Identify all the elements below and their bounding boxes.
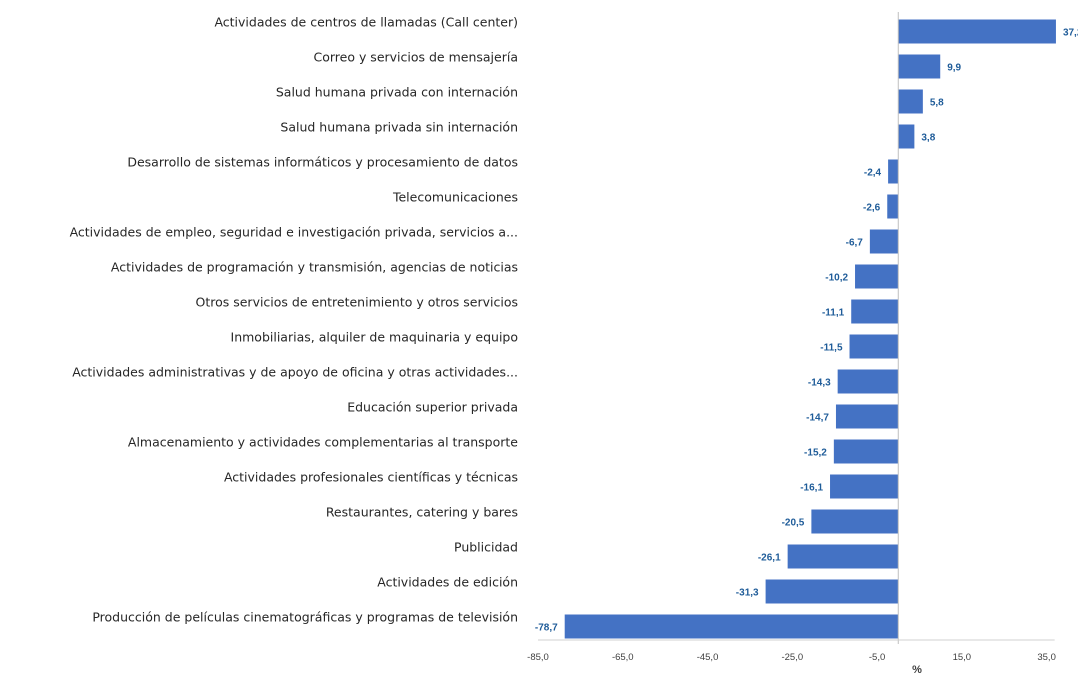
category-label: Salud humana privada con internación [276,85,518,100]
category-label: Actividades profesionales científicas y … [224,470,518,485]
category-label: Actividades de programación y transmisió… [111,260,518,275]
x-axis: -85,0 -65,0 -45,0 -25,0 -5,0 15,0 35,0% [527,12,1056,676]
x-tick-label: 15,0 [953,652,972,663]
category-label: Otros servicios de entretenimiento y otr… [195,295,518,310]
value-label: -16,1 [800,483,823,494]
value-labels-group: 37,2 9,9 5,8 3,8 -2,4 -2,6 -6,7 -10,2 -11,1 -11,5… [535,28,1078,634]
bar [833,439,899,464]
x-tick-label: -65,0 [612,652,634,663]
x-tick-label: -85,0 [527,652,549,663]
x-tick-label: -25,0 [781,652,803,663]
value-label: 37,2 [1063,28,1078,39]
category-label: Publicidad [454,540,518,555]
bar [887,194,899,219]
bar [869,229,899,254]
bar [830,474,899,499]
bars-group [564,19,1056,639]
bar [898,54,941,79]
category-label: Actividades de edición [377,575,518,590]
category-label: Actividades de empleo, seguridad e inves… [70,225,518,240]
category-label: Educación superior privada [347,400,518,415]
value-label: -2,4 [864,168,882,179]
category-labels-group: Actividades de centros de llamadas (Call… [70,15,519,625]
value-label: -14,3 [808,378,831,389]
value-label: 9,9 [947,63,961,74]
category-label: Almacenamiento y actividades complementa… [128,435,518,450]
bar [898,89,923,114]
category-label: Actividades administrativas y de apoyo d… [72,365,518,380]
bar [787,544,899,569]
value-label: 3,8 [921,133,935,144]
value-label: -6,7 [846,238,864,249]
category-label: Inmobiliarias, alquiler de maquinaria y … [231,330,518,345]
bar [849,334,899,359]
value-label: 5,8 [930,98,944,109]
value-label: -78,7 [535,623,558,634]
bar [851,299,899,324]
x-axis-label: % [912,664,922,676]
value-label: -2,6 [863,203,881,214]
bar [835,404,899,429]
x-tick-label: -45,0 [697,652,719,663]
value-label: -11,1 [822,308,845,319]
category-label: Correo y servicios de mensajería [313,50,518,65]
value-label: -26,1 [758,553,781,564]
bar [888,159,899,184]
bar [765,579,899,604]
bar [898,19,1056,44]
bar [837,369,899,394]
category-label: Actividades de centros de llamadas (Call… [214,15,518,30]
category-label: Desarrollo de sistemas informáticos y pr… [127,155,518,170]
value-label: -20,5 [782,518,805,529]
value-label: -31,3 [736,588,759,599]
bar [898,124,915,149]
category-label: Telecomunicaciones [392,190,518,205]
bar [811,509,899,534]
bar [564,614,899,639]
category-label: Restaurantes, catering y bares [326,505,518,520]
category-label: Producción de películas cinematográficas… [92,610,518,625]
value-label: -11,5 [820,343,843,354]
category-label: Salud humana privada sin internación [280,120,518,135]
x-tick-label: -5,0 [869,652,885,663]
value-label: -15,2 [804,448,827,459]
x-tick-label: 35,0 [1037,652,1056,663]
bar [855,264,899,289]
value-label: -14,7 [806,413,829,424]
value-label: -10,2 [825,273,848,284]
